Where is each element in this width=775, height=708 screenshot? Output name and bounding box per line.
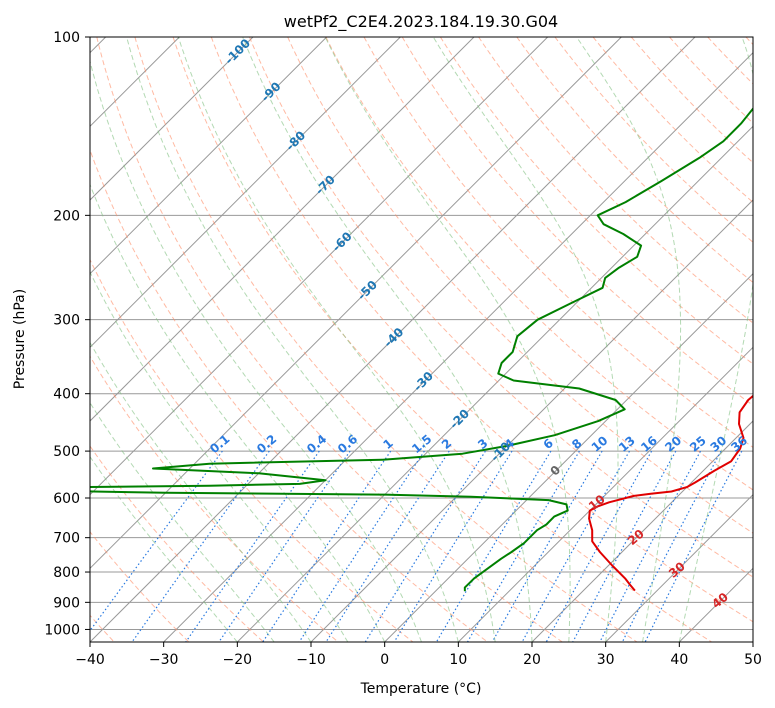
y-tick-label: 600 <box>53 491 80 507</box>
mixing-ratio-line <box>521 450 631 642</box>
mixing-ratio-line <box>599 450 702 642</box>
moist-adiabat-line <box>90 455 238 642</box>
dry-adiabat-line <box>90 445 264 642</box>
isotherm-line <box>90 37 622 570</box>
isotherm-line <box>457 346 753 642</box>
dry-adiabat-line <box>554 37 753 243</box>
y-tick-label: 300 <box>53 313 80 329</box>
y-tick-label: 500 <box>53 444 80 460</box>
mixing-ratio-line <box>393 450 513 642</box>
moist-adiabat-line <box>576 37 682 642</box>
dry-adiabat-line <box>516 37 753 284</box>
y-tick-label: 200 <box>53 208 80 224</box>
temperature-profile-line <box>588 394 753 592</box>
dry-adiabat-line <box>401 37 753 407</box>
x-axis-title: Temperature (°C) <box>360 681 482 697</box>
x-tick-label: 50 <box>744 652 762 668</box>
moist-adiabat-line <box>90 270 349 642</box>
y-axis-title: Pressure (hPa) <box>12 289 28 389</box>
x-tick-label: −20 <box>223 652 253 668</box>
y-tick-label: 400 <box>53 387 80 403</box>
dry-adiabat-line <box>325 37 753 491</box>
y-tick-label: 100 <box>53 30 80 46</box>
dry-adiabat-line <box>439 37 753 365</box>
isotherm-line <box>90 37 475 422</box>
dry-adiabat-line <box>96 37 563 642</box>
dry-adiabat-line <box>90 258 414 642</box>
y-tick-label: 1000 <box>44 622 80 638</box>
y-tick-label: 900 <box>53 595 80 611</box>
dry-adiabat-line <box>134 37 638 642</box>
dry-adiabat-line <box>287 37 753 534</box>
x-tick-label: 20 <box>523 652 541 668</box>
dry-adiabat-line <box>363 37 753 448</box>
moist-adiabat-line <box>90 183 386 642</box>
isotherm-line <box>605 493 753 642</box>
dry-adiabat-line <box>249 37 753 578</box>
moist-adiabat-line <box>242 37 533 642</box>
mixing-ratio-line <box>491 450 603 642</box>
dewpoint-profile-line <box>90 107 753 592</box>
mixing-ratio-line <box>545 450 653 642</box>
plot-frame <box>89 36 754 643</box>
moist-adiabat-line <box>90 59 422 642</box>
isotherm-line <box>752 641 753 642</box>
isotherm-line <box>90 37 549 496</box>
isotherm-line <box>236 125 753 642</box>
y-tick-label: 800 <box>53 565 80 581</box>
plot-background <box>90 37 753 642</box>
isotherm-line <box>531 420 753 642</box>
isotherm-line <box>163 51 753 642</box>
x-tick-label: 40 <box>670 652 688 668</box>
x-tick-label: 30 <box>597 652 615 668</box>
dry-adiabat-line <box>90 355 339 642</box>
mixing-ratio-line <box>90 450 223 632</box>
y-tick-label: 700 <box>53 531 80 547</box>
isotherm-line <box>90 37 328 275</box>
dry-adiabat-line <box>172 37 712 642</box>
moist-adiabat-line <box>90 401 275 642</box>
isotherm-line <box>90 37 254 201</box>
mixing-ratio-line <box>572 450 677 642</box>
moist-adiabat-line <box>126 37 459 642</box>
x-tick-label: 10 <box>449 652 467 668</box>
isotherm-line <box>310 199 753 642</box>
isotherm-line <box>90 37 696 642</box>
isotherm-line <box>384 272 753 642</box>
mixing-ratio-line <box>621 450 722 642</box>
dry-adiabat-line <box>210 37 753 623</box>
chart-title: wetPf2_C2E4.2023.184.19.30.G04 <box>284 12 558 32</box>
x-tick-label: −40 <box>75 652 105 668</box>
x-tick-label: 0 <box>380 652 389 668</box>
x-tick-label: −30 <box>149 652 179 668</box>
x-tick-label: −10 <box>296 652 326 668</box>
mixing-ratio-line <box>644 450 743 642</box>
moist-adiabat-line <box>324 37 571 642</box>
